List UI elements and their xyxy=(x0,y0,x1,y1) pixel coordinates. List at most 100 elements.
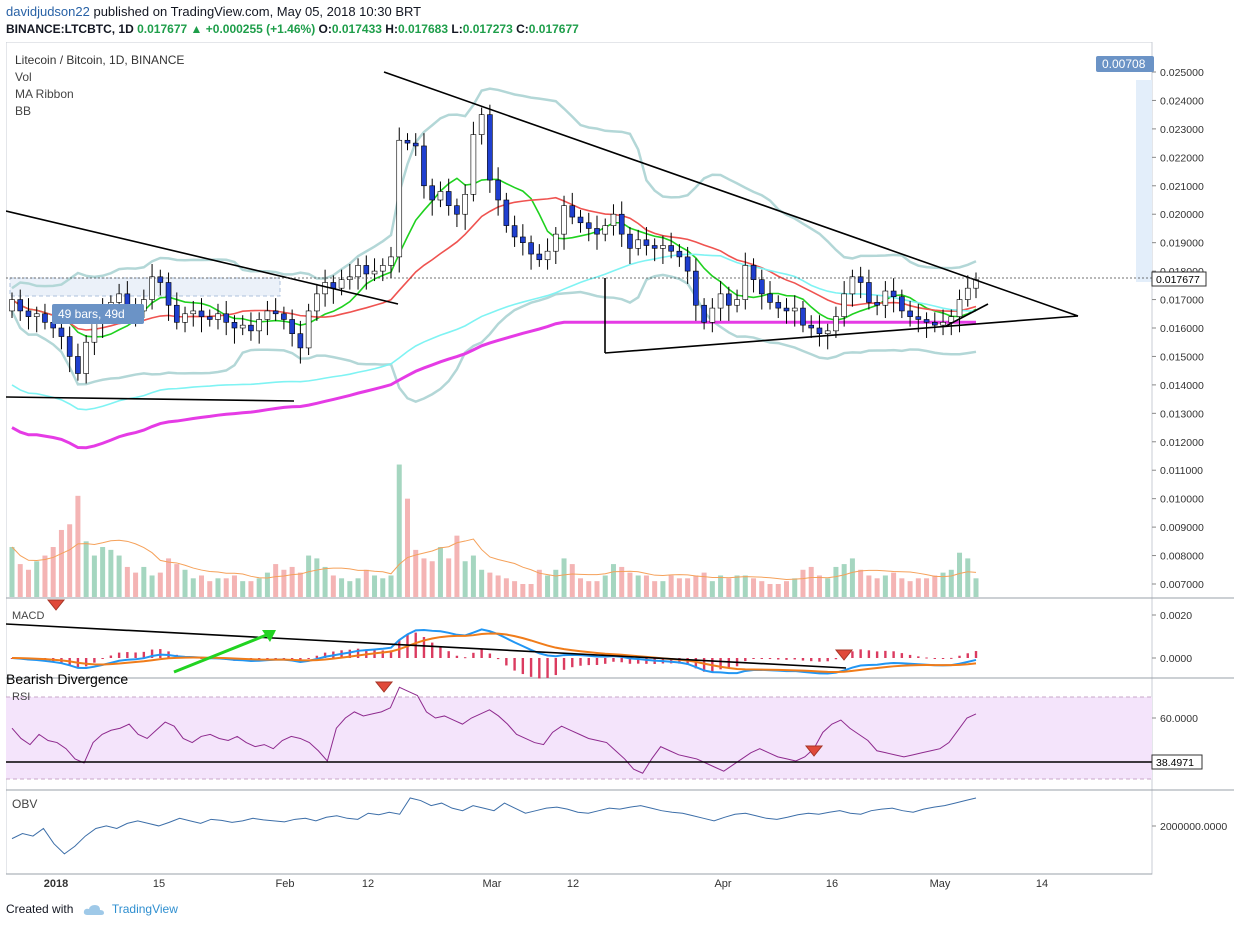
candle-body xyxy=(940,322,946,326)
volume-bar xyxy=(652,581,658,597)
candle-body xyxy=(437,191,444,201)
volume-bar xyxy=(858,569,864,597)
macd-histogram-bar xyxy=(513,658,516,671)
candle-body xyxy=(272,310,279,315)
volume-bar xyxy=(742,575,748,597)
candle-body xyxy=(651,245,658,249)
candle-body xyxy=(289,319,295,334)
macd-histogram-bar xyxy=(455,655,459,658)
volume-bar xyxy=(676,578,682,597)
volume-bar xyxy=(849,558,855,597)
symbol-label: BINANCE:LTCBTC, 1D xyxy=(6,22,134,36)
volume-bar xyxy=(297,572,303,597)
price-tick-label: 0.014000 xyxy=(1160,380,1204,392)
macd-histogram-bar xyxy=(93,658,96,663)
candle-body xyxy=(899,296,905,312)
volume-bar xyxy=(948,569,954,597)
low-value: 0.017273 xyxy=(462,22,513,36)
tradingview-cloud-icon xyxy=(83,904,104,915)
volume-bar xyxy=(174,564,180,597)
macd-histogram-bar xyxy=(612,658,615,662)
volume-bar xyxy=(330,575,336,597)
candle-body xyxy=(627,233,633,249)
candle-body xyxy=(816,327,823,334)
macd-histogram-bar xyxy=(315,655,319,658)
legend-item-ma-ribbon[interactable]: MA Ribbon xyxy=(15,87,74,101)
macd-histogram-bar xyxy=(109,655,113,658)
time-axis[interactable]: 2018 15 Feb 12 Mar 12 Apr 16 May 14 xyxy=(44,878,1048,890)
candle-body xyxy=(684,256,691,272)
macd-histogram-bar xyxy=(571,658,574,668)
volume-bar xyxy=(866,575,872,597)
tradingview-link[interactable]: TradingView xyxy=(111,902,178,916)
macd-histogram-bar xyxy=(636,658,640,664)
macd-tick-label: 0.0000 xyxy=(1160,653,1192,665)
trendline-1[interactable] xyxy=(6,210,399,305)
trendline-6[interactable] xyxy=(945,303,989,327)
trendline-3[interactable] xyxy=(383,71,1079,317)
macd-histogram-bar xyxy=(117,652,121,658)
trendline-4[interactable] xyxy=(604,315,1079,354)
volume-bar xyxy=(256,578,262,597)
candle-body xyxy=(734,299,740,306)
volume-bar xyxy=(841,564,847,597)
volume-bar xyxy=(635,575,641,597)
candle-body xyxy=(445,191,452,206)
price-axis[interactable]: 0.025000 0.024000 0.023000 0.022000 0.021000… xyxy=(1152,67,1227,833)
trendline-2[interactable] xyxy=(6,396,295,402)
macd-histogram-bar xyxy=(669,658,673,664)
volume-bar xyxy=(182,569,188,597)
macd-histogram-bar xyxy=(925,657,928,659)
chart-canvas[interactable]: MACD Bearish Divergence RSI OBV 0.025000… xyxy=(6,42,1234,892)
volume-bar xyxy=(874,578,880,597)
volume-bar xyxy=(660,581,666,597)
macd-histogram-bar xyxy=(142,651,146,658)
price-tick-label: 0.016000 xyxy=(1160,323,1204,335)
macd-histogram-bar xyxy=(274,658,277,659)
volume-bar xyxy=(891,572,897,597)
volume-bar xyxy=(495,575,501,597)
volume-bar xyxy=(470,555,476,597)
candles-layer xyxy=(9,104,979,384)
macd-histogram-bar xyxy=(521,658,525,675)
price-tick-label: 0.007000 xyxy=(1160,579,1204,591)
volume-bar xyxy=(907,581,913,597)
candle-body xyxy=(248,324,254,332)
macd-histogram-bar xyxy=(356,648,360,658)
candle-body xyxy=(206,316,213,320)
time-tick-label: Apr xyxy=(714,878,731,890)
macd-histogram-bar xyxy=(768,658,772,660)
macd-histogram-bar xyxy=(941,658,945,659)
volume-bar xyxy=(25,569,31,597)
open-label: O: xyxy=(318,22,332,36)
bullish-arrow-head xyxy=(262,630,276,642)
candle-body xyxy=(91,322,98,343)
range-badge xyxy=(1096,56,1154,72)
change-value: +0.000255 (+1.46%) xyxy=(205,22,316,36)
obv-label: OBV xyxy=(12,797,37,811)
rsi-label: RSI xyxy=(12,691,30,703)
measure-badge xyxy=(52,304,144,324)
candle-body xyxy=(833,316,839,332)
legend-item-vol[interactable]: Vol xyxy=(15,70,32,84)
volume-bar xyxy=(701,572,707,597)
candle-body xyxy=(610,213,617,226)
author-link[interactable]: davidjudson22 xyxy=(6,4,90,19)
candle-body xyxy=(173,304,180,323)
high-label: H: xyxy=(385,22,398,36)
candle-body xyxy=(338,279,345,289)
candle-body xyxy=(66,336,73,357)
price-tick-label: 0.022000 xyxy=(1160,152,1204,164)
candle-body xyxy=(487,114,493,181)
volume-bar xyxy=(899,578,905,597)
volume-bar xyxy=(306,555,312,597)
volume-bar xyxy=(396,464,402,597)
volume-bar xyxy=(42,555,48,597)
volume-bar xyxy=(149,575,155,597)
macd-histogram-bar xyxy=(818,658,821,662)
macd-histogram-bar xyxy=(628,658,632,664)
low-label: L: xyxy=(451,22,463,36)
macd-histogram-bar xyxy=(159,649,162,658)
legend-item-bb[interactable]: BB xyxy=(15,104,31,118)
macd-histogram-bar xyxy=(290,658,294,660)
